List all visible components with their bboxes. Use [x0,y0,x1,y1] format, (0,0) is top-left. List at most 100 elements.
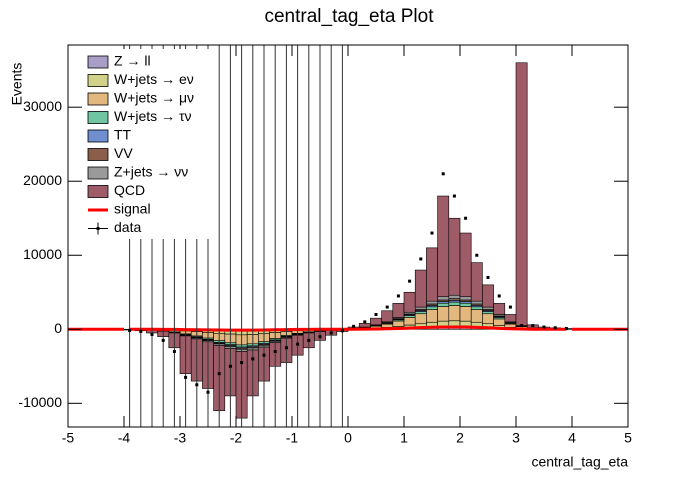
data-point [162,339,165,342]
data-point [307,339,310,342]
x-tick-label: 0 [344,430,352,446]
legend-swatch [88,93,108,105]
data-point [565,327,568,330]
histogram-segment [426,248,437,301]
histogram-segment [449,218,460,295]
histogram-segment [482,307,493,309]
data-point [419,257,422,260]
histogram-segment [471,301,482,304]
histogram-segment [438,303,449,306]
histogram-segment [482,285,493,307]
x-tick-label: 2 [456,430,464,446]
data-point [543,326,546,329]
legend-label: TT [114,127,132,143]
legend-swatch [88,130,108,142]
legend-swatch [88,167,108,179]
data-point [531,324,534,327]
y-tick-label: 30000 [23,98,62,114]
data-point [464,217,467,220]
data-point [475,254,478,257]
histogram-segment [415,270,426,307]
histogram-segment [426,301,437,304]
x-tick-label: 1 [400,430,408,446]
y-tick-label: -10000 [18,394,62,410]
histogram-segment [449,295,460,298]
legend-swatch [88,149,108,161]
data-point [173,350,176,353]
histogram-segment [404,292,415,312]
data-point [274,350,277,353]
histogram-segment [482,314,493,324]
histogram-segment [393,321,404,326]
histogram-segment [426,307,437,310]
x-tick-label: -4 [118,430,131,446]
legend-swatch [88,186,108,198]
data-point [184,376,187,379]
histogram-segment [415,314,426,324]
legend-data-point [97,227,100,230]
histogram-segment [404,317,415,325]
histogram-segment [460,303,471,306]
y-tick-label: 0 [54,320,62,336]
data-point [397,294,400,297]
x-tick-label: 4 [568,430,576,446]
histogram-segment [505,324,516,327]
histogram-segment [393,303,404,317]
legend-label: data [114,219,141,235]
data-point [251,357,254,360]
legend-label: signal [114,201,151,217]
data-point [431,232,434,235]
legend-label: VV [114,145,133,161]
histogram-segment [460,297,471,300]
histogram-segment [370,318,381,325]
histogram-segment [494,319,505,326]
histogram-segment [438,306,449,321]
data-point [341,329,344,332]
data-point [240,361,243,364]
data-point [207,391,210,394]
data-point [218,372,221,375]
y-tick-label: 10000 [23,246,62,262]
data-point [319,335,322,338]
data-point [408,280,411,283]
histogram-segment [516,63,527,326]
x-axis-title: central_tag_eta [531,454,628,470]
x-tick-label: -1 [286,430,299,446]
histogram-segment [471,307,482,310]
x-tick-label: 5 [624,430,632,446]
x-tick-label: -5 [62,430,75,446]
histogram-segment [471,310,482,323]
histogram-segment [438,297,449,300]
data-point [229,365,232,368]
histogram-segment [426,310,437,323]
legend-swatch [88,112,108,124]
data-point [363,320,366,323]
legend-label: Z → ll [114,53,151,69]
histogram-segment [449,302,460,305]
data-point [453,195,456,198]
legend-label: W+jets → τν [114,108,192,124]
data-point [128,329,131,332]
data-point [554,326,557,329]
chart-title: central_tag_eta Plot [264,6,434,27]
x-tick-label: 3 [512,430,520,446]
data-point [352,325,355,328]
histogram-segment [460,306,471,321]
histogram-segment [382,311,393,322]
data-point [139,330,142,333]
data-point [498,294,501,297]
data-point [442,172,445,175]
data-point [509,306,512,309]
histogram-segment [359,323,370,327]
data-point [285,346,288,349]
histogram-segment [505,314,516,321]
legend: Z → llW+jets → eνW+jets → μνW+jets → τνT… [84,49,210,239]
data-point [375,313,378,316]
histogram-segment [415,307,426,309]
histogram-segment [449,305,460,320]
x-tick-label: -2 [230,430,243,446]
legend-swatch [88,56,108,68]
legend-label: Z+jets → νν [114,164,188,180]
data-point [386,306,389,309]
